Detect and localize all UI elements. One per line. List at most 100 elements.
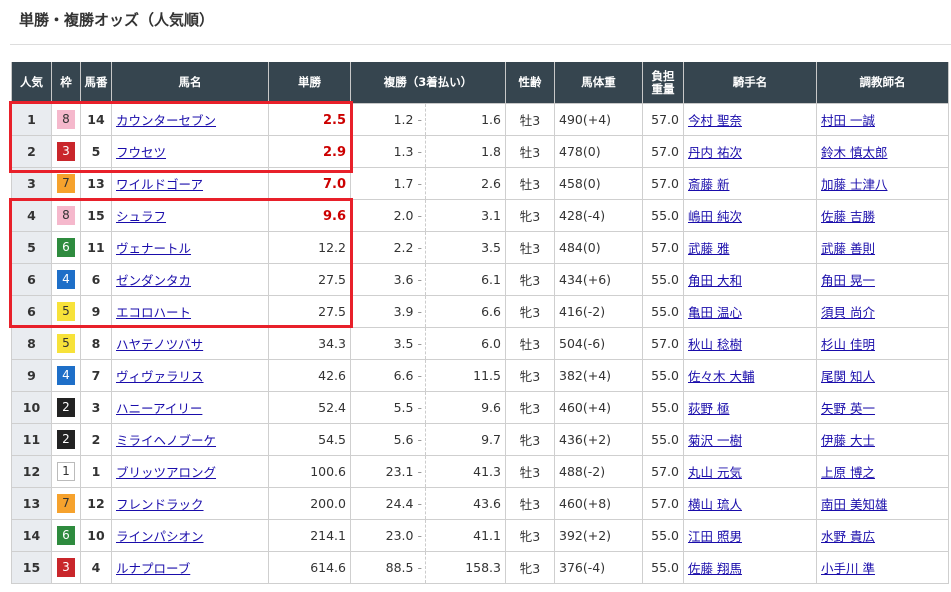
place-odds-low-cell: 24.4- [350, 487, 426, 520]
header-burden-weight: 負担重量 [642, 62, 684, 104]
win-odds: 52.4 [318, 400, 346, 415]
burden-weight-cell: 55.0 [642, 519, 684, 552]
range-separator: - [417, 208, 422, 223]
table-row: 8 5 8 ハヤテノツバサ 34.3 3.5-6.0 牡3 504(-6) 57.0 秋山 稔樹 杉… [11, 327, 949, 360]
place-odds-high-cell: 6.0 [425, 327, 506, 360]
horse-number-cell: 13 [80, 167, 112, 200]
horse-name-link[interactable]: ブリッツアロング [116, 465, 217, 480]
jockey-link[interactable]: 武藤 雅 [688, 241, 730, 256]
place-odds-high-cell: 41.1 [425, 519, 506, 552]
horse-name-link[interactable]: ヴェナートル [116, 241, 192, 256]
jockey-link[interactable]: 江田 照男 [688, 529, 742, 544]
place-odds-low: 3.6 [393, 272, 414, 287]
frame-cell: 4 [51, 359, 81, 392]
jockey-link[interactable]: 丸山 元気 [688, 465, 742, 480]
trainer-link[interactable]: 尾関 知人 [821, 369, 875, 384]
win-odds: 12.2 [318, 240, 346, 255]
frame-cell: 6 [51, 231, 81, 264]
trainer-link[interactable]: 村田 一誠 [821, 113, 875, 128]
trainer-link[interactable]: 角田 晃一 [821, 273, 875, 288]
horse-name-link[interactable]: カウンターセブン [116, 113, 217, 128]
jockey-link[interactable]: 佐々木 大輔 [688, 369, 755, 384]
header-frame: 枠 [51, 62, 81, 104]
popularity-cell: 11 [11, 423, 52, 456]
horse-name-link[interactable]: ハヤテノツバサ [116, 337, 204, 352]
trainer-link[interactable]: 矢野 英一 [821, 401, 875, 416]
horse-name-link[interactable]: ラインパシオン [116, 529, 204, 544]
jockey-link[interactable]: 今村 聖奈 [688, 113, 742, 128]
horse-name-link[interactable]: シュラフ [116, 209, 167, 224]
trainer-link[interactable]: 南田 美知雄 [821, 497, 888, 512]
jockey-link[interactable]: 斎藤 新 [688, 177, 730, 192]
trainer-link[interactable]: 須貝 尚介 [821, 305, 875, 320]
win-odds: 9.6 [322, 208, 346, 224]
horse-name-link[interactable]: ミライヘノブーケ [116, 433, 217, 448]
frame-badge: 2 [57, 398, 75, 417]
horse-name-link[interactable]: ゼンダンタカ [116, 273, 192, 288]
frame-cell: 3 [51, 135, 81, 168]
trainer-link[interactable]: 小手川 準 [821, 561, 875, 576]
body-weight-cell: 460(+8) [554, 487, 643, 520]
header-place-odds: 複勝（3着払い） [350, 62, 506, 104]
table-row: 3 7 13 ワイルドゴーア 7.0 1.7-2.6 牡3 458(0) 57.0 斎藤 新加藤 … [11, 167, 949, 200]
trainer-cell: 村田 一誠 [816, 103, 949, 136]
sex-age-cell: 牝3 [505, 263, 555, 296]
jockey-link[interactable]: 嶋田 純次 [688, 209, 742, 224]
jockey-link[interactable]: 角田 大和 [688, 273, 742, 288]
win-odds-cell: 2.5 [268, 103, 351, 136]
trainer-link[interactable]: 上原 博之 [821, 465, 875, 480]
horse-number-cell: 3 [80, 391, 112, 424]
horse-name-link[interactable]: ルナプローブ [116, 561, 191, 576]
horse-name-link[interactable]: ハニーアイリー [116, 401, 203, 416]
trainer-link[interactable]: 伊藤 大士 [821, 433, 875, 448]
place-odds-low: 3.5 [393, 336, 414, 351]
place-odds-low: 5.6 [393, 432, 414, 447]
table-row: 10 2 3 ハニーアイリー 52.4 5.5-9.6 牝3 460(+4) 55.0 荻野 極 矢… [11, 391, 949, 424]
jockey-link[interactable]: 秋山 稔樹 [688, 337, 742, 352]
jockey-link[interactable]: 丹内 祐次 [688, 145, 742, 160]
jockey-cell: 菊沢 一樹 [683, 423, 817, 456]
burden-weight-cell: 55.0 [642, 263, 684, 296]
horse-name-link[interactable]: ワイルドゴーア [116, 177, 204, 192]
frame-badge: 4 [57, 270, 75, 289]
jockey-link[interactable]: 菊沢 一樹 [688, 433, 742, 448]
jockey-cell: 嶋田 純次 [683, 199, 817, 232]
jockey-link[interactable]: 佐藤 翔馬 [688, 561, 742, 576]
horse-name-link[interactable]: ヴィヴァラリス [116, 369, 204, 384]
win-odds: 54.5 [318, 432, 346, 447]
divider [10, 44, 951, 45]
win-odds: 7.0 [322, 176, 346, 192]
body-weight-cell: 460(+4) [554, 391, 643, 424]
place-odds-low: 3.9 [393, 304, 414, 319]
horse-name-link[interactable]: フウセツ [116, 145, 167, 160]
jockey-cell: 角田 大和 [683, 263, 817, 296]
popularity-cell: 10 [11, 391, 52, 424]
trainer-link[interactable]: 武藤 善則 [821, 241, 875, 256]
trainer-link[interactable]: 佐藤 吉勝 [821, 209, 875, 224]
header-win-odds: 単勝 [268, 62, 351, 104]
table-row: 6 4 6 ゼンダンタカ 27.5 3.6-6.1 牝3 434(+6) 55.0 角田 大和 角田… [11, 263, 949, 296]
sex-age-cell: 牡3 [505, 455, 555, 488]
frame-badge: 7 [57, 494, 75, 513]
trainer-link[interactable]: 加藤 士津八 [821, 177, 888, 192]
jockey-link[interactable]: 荻野 極 [688, 401, 730, 416]
win-odds-cell: 12.2 [268, 231, 351, 264]
horse-name-link[interactable]: エコロハート [116, 305, 192, 320]
horse-name-link[interactable]: フレンドラック [116, 497, 204, 512]
place-odds-low: 23.1 [385, 464, 414, 479]
trainer-link[interactable]: 水野 貴広 [821, 529, 875, 544]
range-separator: - [417, 304, 422, 319]
range-separator: - [417, 272, 422, 287]
win-odds-cell: 614.6 [268, 551, 351, 584]
win-odds: 214.1 [310, 528, 346, 543]
trainer-link[interactable]: 鈴木 慎太郎 [821, 145, 888, 160]
win-odds: 27.5 [318, 304, 346, 319]
popularity-cell: 4 [11, 199, 52, 232]
jockey-link[interactable]: 横山 琉人 [688, 497, 742, 512]
trainer-link[interactable]: 杉山 佳明 [821, 337, 875, 352]
place-odds-high-cell: 1.6 [425, 103, 506, 136]
jockey-link[interactable]: 亀田 温心 [688, 305, 742, 320]
sex-age-cell: 牡3 [505, 103, 555, 136]
place-odds-low-cell: 1.7- [350, 167, 426, 200]
place-odds-low-cell: 6.6- [350, 359, 426, 392]
